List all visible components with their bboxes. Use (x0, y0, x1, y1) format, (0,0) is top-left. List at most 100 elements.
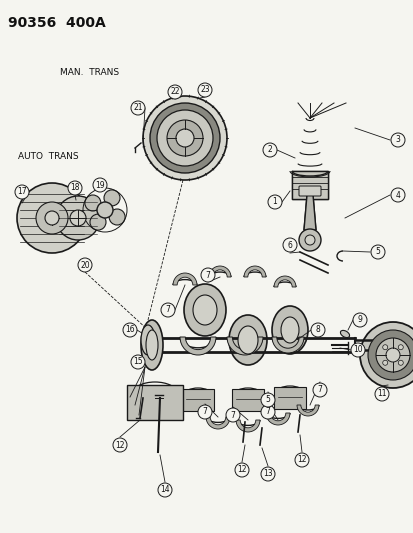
Circle shape (85, 195, 101, 211)
Circle shape (158, 483, 171, 497)
Circle shape (17, 183, 87, 253)
Wedge shape (296, 405, 318, 416)
Wedge shape (266, 413, 289, 425)
Text: 23: 23 (200, 85, 209, 94)
Circle shape (36, 202, 68, 234)
Circle shape (282, 238, 296, 252)
Circle shape (390, 188, 404, 202)
Ellipse shape (183, 284, 225, 336)
Text: AUTO  TRANS: AUTO TRANS (18, 152, 78, 161)
Circle shape (304, 235, 314, 245)
Text: 4: 4 (394, 190, 399, 199)
Circle shape (267, 195, 281, 209)
Ellipse shape (146, 330, 158, 360)
Ellipse shape (192, 295, 216, 325)
Circle shape (367, 330, 413, 380)
Circle shape (390, 133, 404, 147)
FancyBboxPatch shape (298, 186, 320, 196)
Text: 18: 18 (70, 183, 80, 192)
Circle shape (131, 101, 145, 115)
Circle shape (370, 245, 384, 259)
FancyBboxPatch shape (182, 389, 214, 411)
Circle shape (397, 360, 402, 365)
Circle shape (201, 268, 214, 282)
Text: 7: 7 (202, 408, 207, 416)
Circle shape (382, 360, 387, 365)
Ellipse shape (237, 326, 257, 354)
Text: 12: 12 (297, 456, 306, 464)
Circle shape (310, 323, 324, 337)
Wedge shape (273, 276, 295, 287)
Text: 90356  400A: 90356 400A (8, 16, 105, 30)
Text: 11: 11 (376, 390, 386, 399)
Wedge shape (243, 266, 266, 277)
Wedge shape (226, 337, 262, 355)
Text: 7: 7 (317, 385, 322, 394)
Text: 13: 13 (263, 470, 272, 479)
Circle shape (68, 181, 82, 195)
Ellipse shape (339, 330, 349, 337)
FancyBboxPatch shape (273, 387, 305, 409)
Text: 12: 12 (115, 440, 124, 449)
Text: 10: 10 (352, 345, 362, 354)
Circle shape (385, 348, 399, 362)
Circle shape (197, 405, 211, 419)
Circle shape (93, 178, 107, 192)
Text: 5: 5 (265, 395, 270, 405)
Ellipse shape (228, 315, 266, 365)
Circle shape (374, 387, 388, 401)
Text: 20: 20 (80, 261, 90, 270)
Circle shape (15, 185, 29, 199)
Circle shape (150, 103, 219, 173)
Ellipse shape (141, 325, 154, 355)
Text: 1: 1 (272, 198, 277, 206)
Circle shape (382, 345, 387, 350)
Circle shape (260, 405, 274, 419)
Text: 19: 19 (95, 181, 104, 190)
FancyBboxPatch shape (231, 389, 263, 411)
Text: 16: 16 (125, 326, 135, 335)
Wedge shape (173, 273, 197, 285)
Circle shape (161, 303, 175, 317)
Circle shape (90, 214, 106, 230)
Circle shape (97, 202, 113, 218)
Text: 6: 6 (287, 240, 292, 249)
Circle shape (45, 211, 59, 225)
Wedge shape (235, 420, 259, 432)
Circle shape (397, 345, 402, 350)
Circle shape (294, 453, 308, 467)
Text: 9: 9 (357, 316, 361, 325)
Circle shape (359, 322, 413, 388)
Text: 12: 12 (237, 465, 246, 474)
Circle shape (78, 258, 92, 272)
Circle shape (133, 405, 141, 413)
Circle shape (56, 196, 100, 240)
Text: 8: 8 (315, 326, 320, 335)
Polygon shape (303, 195, 315, 230)
Circle shape (260, 467, 274, 481)
Wedge shape (206, 417, 230, 429)
Text: 5: 5 (375, 247, 380, 256)
Ellipse shape (141, 320, 163, 370)
Ellipse shape (280, 317, 298, 343)
FancyBboxPatch shape (127, 385, 183, 420)
Circle shape (109, 209, 125, 225)
Text: 3: 3 (394, 135, 399, 144)
Circle shape (197, 83, 211, 97)
Text: 21: 21 (133, 103, 142, 112)
Ellipse shape (271, 306, 307, 354)
Circle shape (262, 143, 276, 157)
Circle shape (123, 323, 137, 337)
Circle shape (104, 190, 120, 206)
Circle shape (142, 96, 226, 180)
Circle shape (131, 355, 145, 369)
Text: 17: 17 (17, 188, 27, 197)
Polygon shape (291, 171, 327, 199)
Circle shape (169, 405, 177, 413)
Circle shape (70, 210, 86, 226)
Wedge shape (271, 337, 303, 353)
Circle shape (157, 110, 212, 166)
Circle shape (260, 393, 274, 407)
Circle shape (225, 408, 240, 422)
Circle shape (166, 120, 202, 156)
